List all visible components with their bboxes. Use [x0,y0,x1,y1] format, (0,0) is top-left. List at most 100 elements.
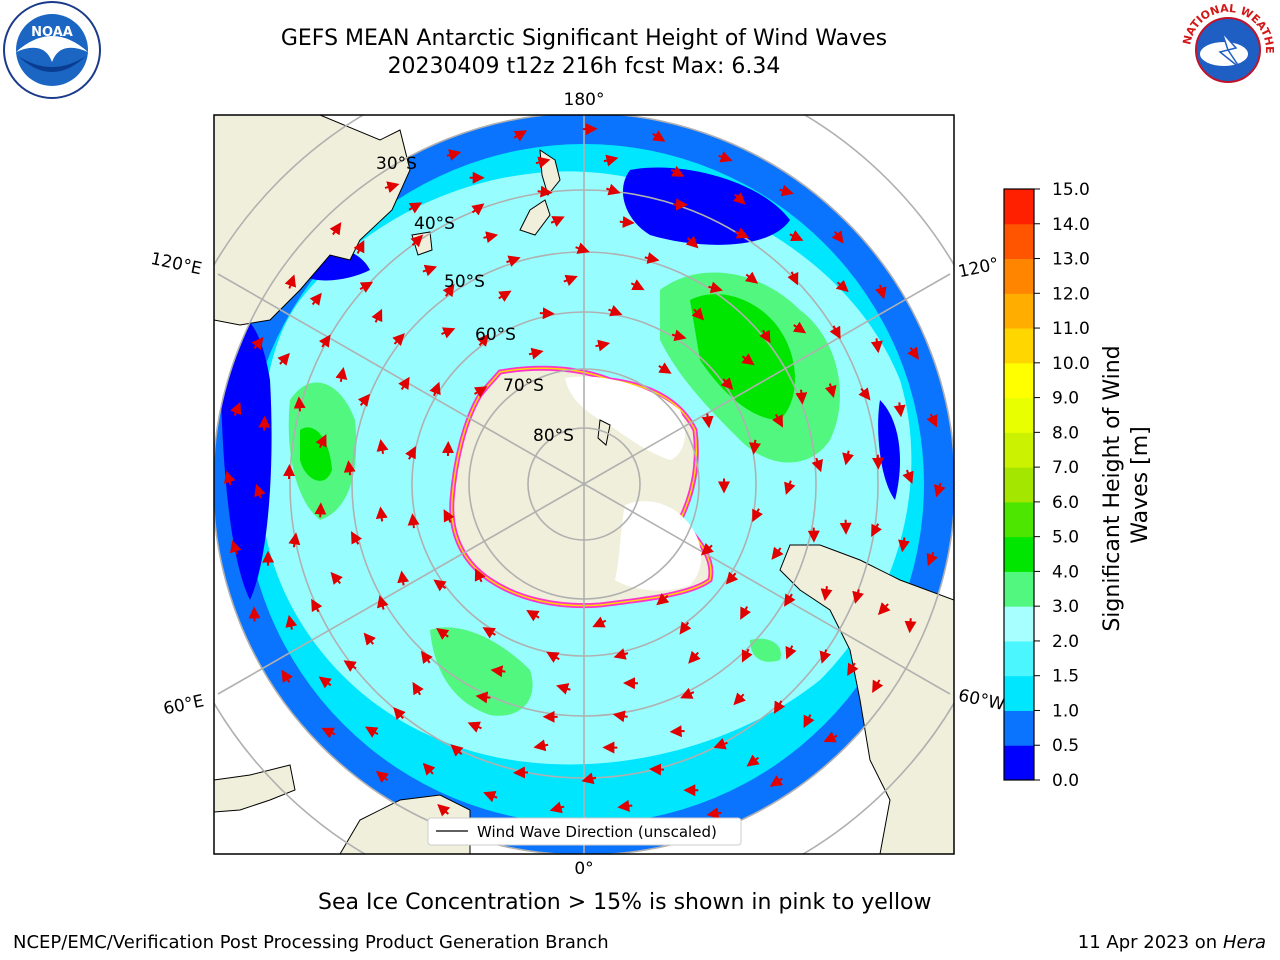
colorbar-segment [1004,432,1034,468]
wind-wave-arrow [606,183,621,196]
wind-wave-arrow [420,650,433,664]
wind-wave-arrow [482,627,496,639]
colorbar-segment [1004,397,1034,433]
wind-wave-arrow [902,469,914,485]
wind-wave-arrow [441,327,456,339]
wind-wave-arrow [785,645,797,660]
wind-wave-arrow [376,439,389,454]
lat-label-30: 30°S [376,154,417,174]
wind-wave-arrow [293,396,306,412]
colorbar-segment [1004,328,1034,364]
wind-wave-arrow [691,307,705,321]
wind-wave-arrow [787,271,799,286]
wind-wave-arrow [343,660,357,672]
wind-wave-arrow [506,255,521,267]
wind-wave-arrow [377,595,389,610]
noaa-logo-icon: NOAA [3,1,101,99]
wind-wave-arrow [375,770,389,784]
wind-wave-arrow [230,401,242,417]
wind-wave-arrow [410,234,424,248]
wind-wave-arrow [446,149,462,161]
wind-wave-arrow [353,239,365,254]
wind-wave-arrow [535,156,551,169]
colorbar-tick-label: 13.0 [1052,250,1090,270]
nws-logo-icon: NATIONAL WEATHER SERVICE [1178,2,1276,96]
wind-wave-arrow [644,252,660,264]
wind-wave-arrow [617,799,633,812]
wind-wave-arrow [581,772,597,785]
colorbar-tick-label: 8.0 [1052,423,1079,443]
wind-wave-arrow [744,271,759,284]
wind-wave-arrow [877,602,891,616]
colorbar-segment [1004,258,1034,294]
wind-wave-arrow [575,242,590,254]
colorbar-tick-label: 7.0 [1052,458,1079,478]
wind-wave-arrow [774,700,786,714]
wind-wave-arrow [471,203,485,216]
wind-wave-arrow [700,542,714,556]
wind-wave-arrow [872,679,884,693]
wind-wave-arrow [829,325,841,340]
colorbar-tick-label: 6.0 [1052,493,1079,513]
wind-wave-arrow [550,216,565,227]
wind-wave-arrow [652,130,666,142]
wind-wave-arrow [680,687,695,699]
wind-wave-arrow [835,279,849,293]
wind-wave-arrow [422,264,438,277]
footer-left: NCEP/EMC/Verification Post Processing Pr… [13,932,609,953]
wind-wave-arrow [321,727,336,739]
wind-wave-arrow [450,744,464,757]
wind-wave-arrow [392,333,405,346]
wind-wave-arrow [224,470,236,486]
wind-wave-arrow [784,593,796,607]
wind-wave-arrow [595,339,611,352]
colorbar-label: Significant Height of Wind Waves [m] [1100,338,1153,631]
wind-wave-arrow [725,571,739,585]
colorbar-segment [1004,606,1034,642]
wind-wave-arrow [537,185,553,198]
wind-wave-arrow [285,614,298,630]
wind-wave-arrow [752,508,763,523]
wind-wave-arrow [398,376,410,391]
wind-wave-arrow [803,714,815,728]
wind-wave-arrow [442,283,455,298]
wind-wave-arrow [288,532,301,548]
wind-wave-arrow [811,457,823,473]
colorbar-tick-label: 0.5 [1052,736,1079,756]
wind-wave-arrow [735,227,750,239]
wind-wave-arrow [357,393,371,407]
wind-wave-arrow [436,627,450,640]
wind-wave-arrow [819,649,832,664]
wind-wave-arrow [603,154,619,167]
colorbar-segment [1004,536,1034,572]
wind-wave-arrow [713,738,728,750]
wind-wave-arrow [658,362,672,374]
wind-wave-arrow [363,632,376,646]
wind-wave-arrow [708,281,723,294]
wind-wave-arrow [549,801,565,814]
wind-wave-arrow [893,402,906,418]
colorbar-tick-label: 11.0 [1052,319,1090,339]
wind-wave-arrow [412,681,424,696]
wind-wave-arrow [824,383,837,399]
footer-right: 11 Apr 2023 on Hera [1078,932,1266,953]
wind-wave-arrow [608,305,623,317]
wind-wave-arrow [741,353,755,366]
colorbar-segment [1004,293,1034,329]
wind-wave-arrow [443,509,455,523]
colorbar-tick-label: 0.0 [1052,771,1079,791]
wind-wave-arrow [842,450,854,466]
wind-wave-arrow [871,523,883,538]
wind-wave-arrow [847,662,859,676]
wind-wave-arrow [926,413,938,428]
map-subtitle: 20230409 t12z 216h fcst Max: 6.34 [387,54,781,79]
wind-wave-arrow [612,710,628,723]
lon-label-120w: 120° [957,254,1001,282]
wind-wave-arrow [483,231,499,244]
wind-wave-arrow [852,589,864,604]
wind-wave-arrow [429,381,441,397]
wind-wave-arrow [706,807,722,820]
wind-wave-arrow [733,692,747,706]
wind-wave-arrow [720,377,734,391]
wind-wave-arrow [741,648,753,663]
